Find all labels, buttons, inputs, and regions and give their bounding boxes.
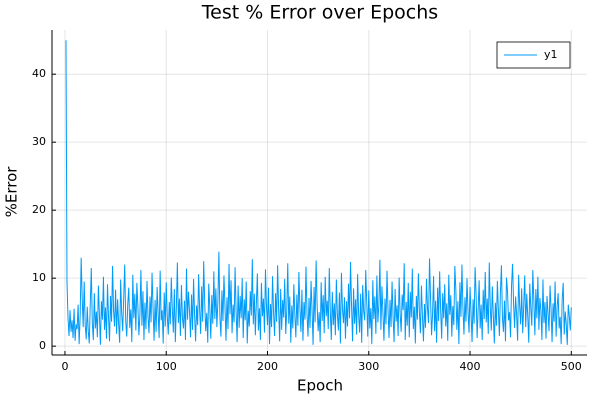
y-tick-label: 30 — [32, 135, 46, 148]
x-tick-label: 200 — [257, 360, 278, 373]
x-tick-label: 400 — [460, 360, 481, 373]
x-axis-label: Epoch — [297, 377, 343, 395]
y-tick-label: 20 — [32, 203, 46, 216]
x-tick-label: 500 — [561, 360, 582, 373]
legend-label: y1 — [544, 48, 558, 61]
x-tick-label: 300 — [358, 360, 379, 373]
chart-title: Test % Error over Epochs — [201, 2, 438, 24]
x-tick-label: 0 — [61, 360, 68, 373]
y-tick-label: 40 — [32, 67, 46, 80]
y-tick-label: 0 — [39, 339, 46, 352]
y-axis-label: %Error — [3, 166, 21, 218]
x-tick-label: 100 — [156, 360, 177, 373]
y-tick-label: 10 — [32, 271, 46, 284]
line-series — [65, 40, 572, 345]
